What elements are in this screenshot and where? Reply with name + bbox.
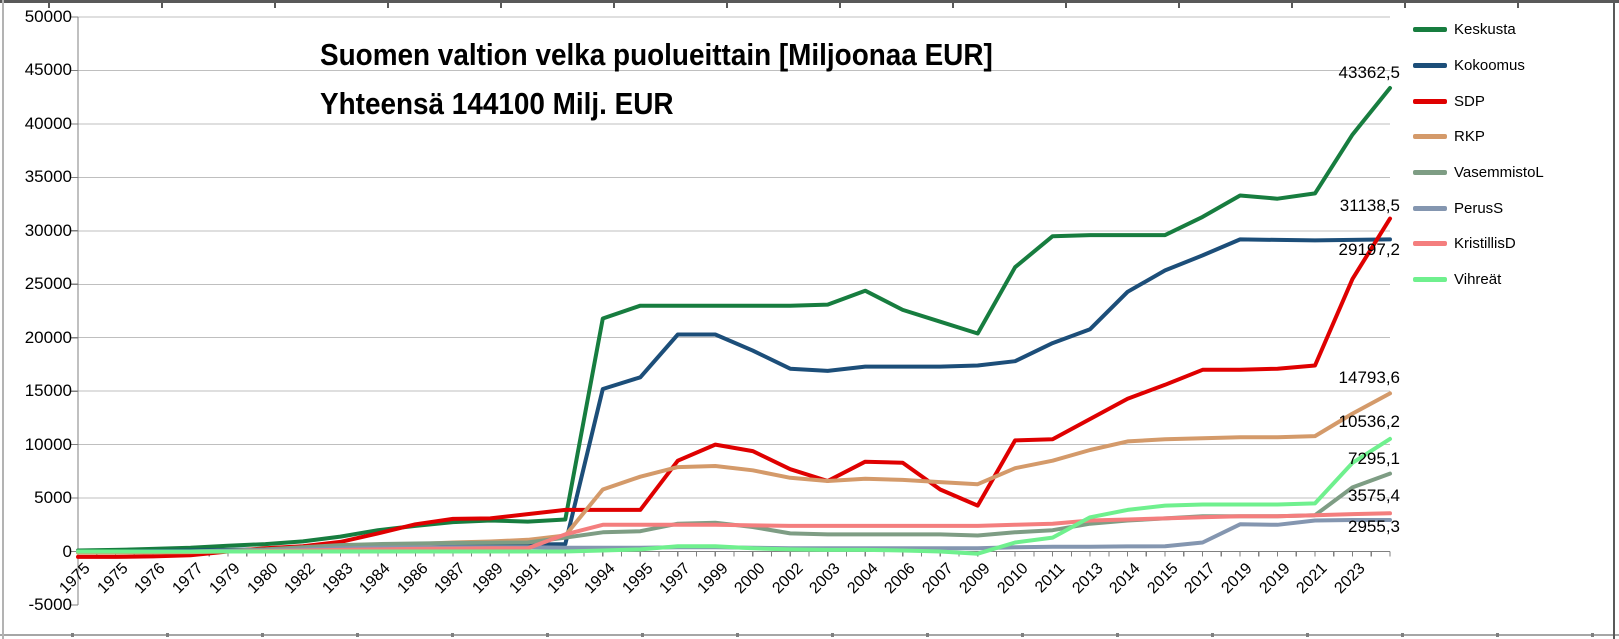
legend-label: Keskusta	[1454, 21, 1516, 39]
legend-line-icon	[1413, 27, 1447, 33]
y-axis-label: 40000	[24, 113, 72, 133]
y-axis-label: 45000	[24, 60, 72, 80]
y-axis-label: 15000	[24, 381, 72, 401]
y-axis-label: 0	[62, 541, 72, 561]
worksheet-top-border	[0, 0, 1619, 3]
legend-item: RKP	[1413, 119, 1544, 155]
series-end-value-label: 7295,1	[1348, 448, 1400, 468]
legend-item: Vihreät	[1413, 262, 1544, 298]
series-end-value-label: 43362,5	[1338, 62, 1400, 82]
legend-label: RKP	[1454, 128, 1485, 146]
y-axis-label: 50000	[24, 7, 72, 26]
series-end-value-label: 14793,6	[1338, 368, 1400, 388]
legend-label: PerusS	[1454, 199, 1504, 217]
chart-subtitle: Yhteensä 144100 Milj. EUR	[320, 86, 674, 121]
series-end-value-label: 10536,2	[1338, 411, 1400, 431]
legend-item: Keskusta	[1413, 12, 1544, 48]
y-axis-label: 30000	[24, 220, 72, 240]
series-line-vihreät	[76, 436, 1392, 556]
legend-item: VasemmistoL	[1413, 155, 1544, 191]
series-end-value-label: 2955,3	[1348, 516, 1400, 536]
legend-item: PerusS	[1413, 190, 1544, 226]
y-axis-label: 25000	[24, 274, 72, 294]
legend: Keskusta Kokoomus SDP RKP VasemmistoL PerusS K…	[1413, 12, 1544, 298]
legend-line-icon	[1413, 134, 1447, 140]
series-end-value-label: 3575,4	[1348, 486, 1400, 506]
legend-label: KristillisD	[1454, 235, 1516, 253]
legend-line-icon	[1413, 98, 1447, 104]
series-line-keskusta	[76, 86, 1392, 553]
chart-title-block: Suomen valtion velka puolueittain [Miljo…	[320, 30, 1130, 128]
legend-line-icon	[1413, 277, 1447, 283]
y-axis-label: 10000	[24, 434, 72, 454]
series-line-vasemmistol	[76, 471, 1392, 554]
legend-label: VasemmistoL	[1454, 164, 1544, 182]
legend-line-icon	[1413, 63, 1447, 69]
y-axis-label: 35000	[24, 167, 72, 187]
legend-line-icon	[1413, 241, 1447, 247]
legend-label: SDP	[1454, 92, 1485, 110]
y-axis-label: 5000	[34, 488, 72, 508]
series-line-rkp	[76, 391, 1392, 555]
legend-label: Kokoomus	[1454, 57, 1525, 75]
legend-label: Vihreät	[1454, 271, 1502, 289]
worksheet-right-border	[1613, 0, 1615, 639]
worksheet-left-border	[2, 0, 4, 639]
y-axis-label: -5000	[28, 595, 72, 614]
legend-line-icon	[1413, 205, 1447, 211]
chart-title: Suomen valtion velka puolueittain [Miljo…	[320, 37, 993, 72]
legend-item: KristillisD	[1413, 226, 1544, 262]
legend-item: Kokoomus	[1413, 48, 1544, 84]
worksheet-bottom-ticks	[0, 633, 1619, 637]
series-end-value-label: 31138,5	[1339, 195, 1400, 215]
legend-line-icon	[1413, 170, 1447, 176]
y-axis-label: 20000	[24, 327, 72, 347]
legend-item: SDP	[1413, 83, 1544, 119]
series-end-value-label: 29197,2	[1338, 240, 1400, 260]
worksheet-top-ticks	[0, 3, 1619, 8]
